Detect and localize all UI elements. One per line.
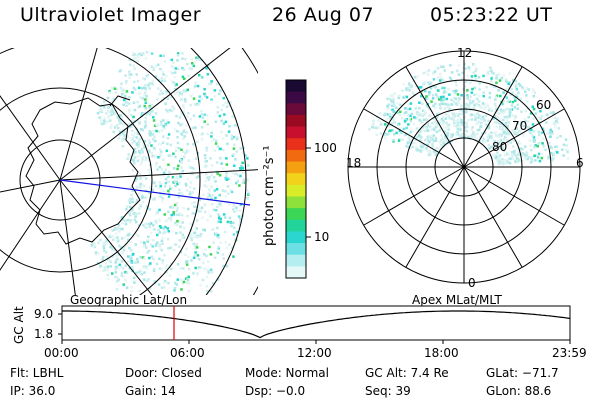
info-seq: Seq: 39	[365, 384, 411, 398]
mlt-meridians	[348, 51, 580, 283]
colorbar-frame	[285, 79, 307, 279]
info-filter: Flt: LBHL	[10, 366, 64, 380]
altitude-ylabel: GC Alt	[12, 306, 26, 344]
geographic-meridians	[0, 48, 258, 295]
colorbar-label-100: 100	[314, 141, 337, 155]
aurora-emission-magnetic	[368, 62, 570, 166]
colorbar-label-10: 10	[314, 230, 330, 244]
colorbar	[286, 80, 306, 279]
altitude-plot	[58, 305, 571, 344]
mlt-label-6: 6	[576, 156, 584, 170]
colorbar-unit-label: photon cm⁻²s⁻¹	[262, 145, 277, 246]
mlat-label-60: 60	[536, 98, 552, 112]
date-label: 26 Aug 07	[272, 4, 375, 26]
info-glat: GLat: −71.7	[486, 366, 559, 380]
altitude-xtick-1800: 18:00	[424, 346, 459, 360]
coastline	[25, 97, 141, 245]
info-ip: IP: 36.0	[10, 384, 56, 398]
mlt-label-18: 18	[346, 156, 362, 170]
altitude-xtick-0600: 06:00	[170, 346, 205, 360]
geographic-caption: Geographic Lat/Lon	[70, 293, 188, 307]
time-label: 05:23:22 UT	[430, 4, 553, 26]
mlat-label-70: 70	[512, 119, 528, 133]
altitude-axis-ticks	[58, 313, 571, 344]
coastline-detail	[109, 95, 131, 107]
altitude-xtick-2359: 23:59	[552, 346, 587, 360]
mlat-label-80: 80	[492, 140, 508, 154]
info-door: Door: Closed	[125, 366, 202, 380]
aurora-emission-geographic	[90, 50, 250, 293]
instrument-title: Ultraviolet Imager	[20, 4, 202, 26]
altitude-ytick-9: 9.0	[34, 307, 54, 321]
info-gain: Gain: 14	[125, 384, 176, 398]
magnetic-caption: Apex MLat/MLT	[412, 293, 502, 307]
altitude-curve	[62, 310, 571, 339]
altitude-xtick-1200: 12:00	[297, 346, 332, 360]
mlt-label-12: 12	[457, 46, 473, 60]
terminator-line	[59, 179, 251, 206]
magnetic-polar-panel	[347, 50, 581, 284]
info-gc-alt: GC Alt: 7.4 Re	[365, 366, 449, 380]
mlt-label-0: 0	[468, 276, 476, 290]
geographic-latitude-grid	[0, 48, 258, 295]
altitude-ytick-1-8: 1.8	[34, 327, 54, 341]
altitude-xtick-0000: 00:00	[44, 346, 79, 360]
info-mode: Mode: Normal	[245, 366, 329, 380]
info-glon: GLon: 88.6	[486, 384, 552, 398]
info-dsp: Dsp: −0.0	[245, 384, 306, 398]
